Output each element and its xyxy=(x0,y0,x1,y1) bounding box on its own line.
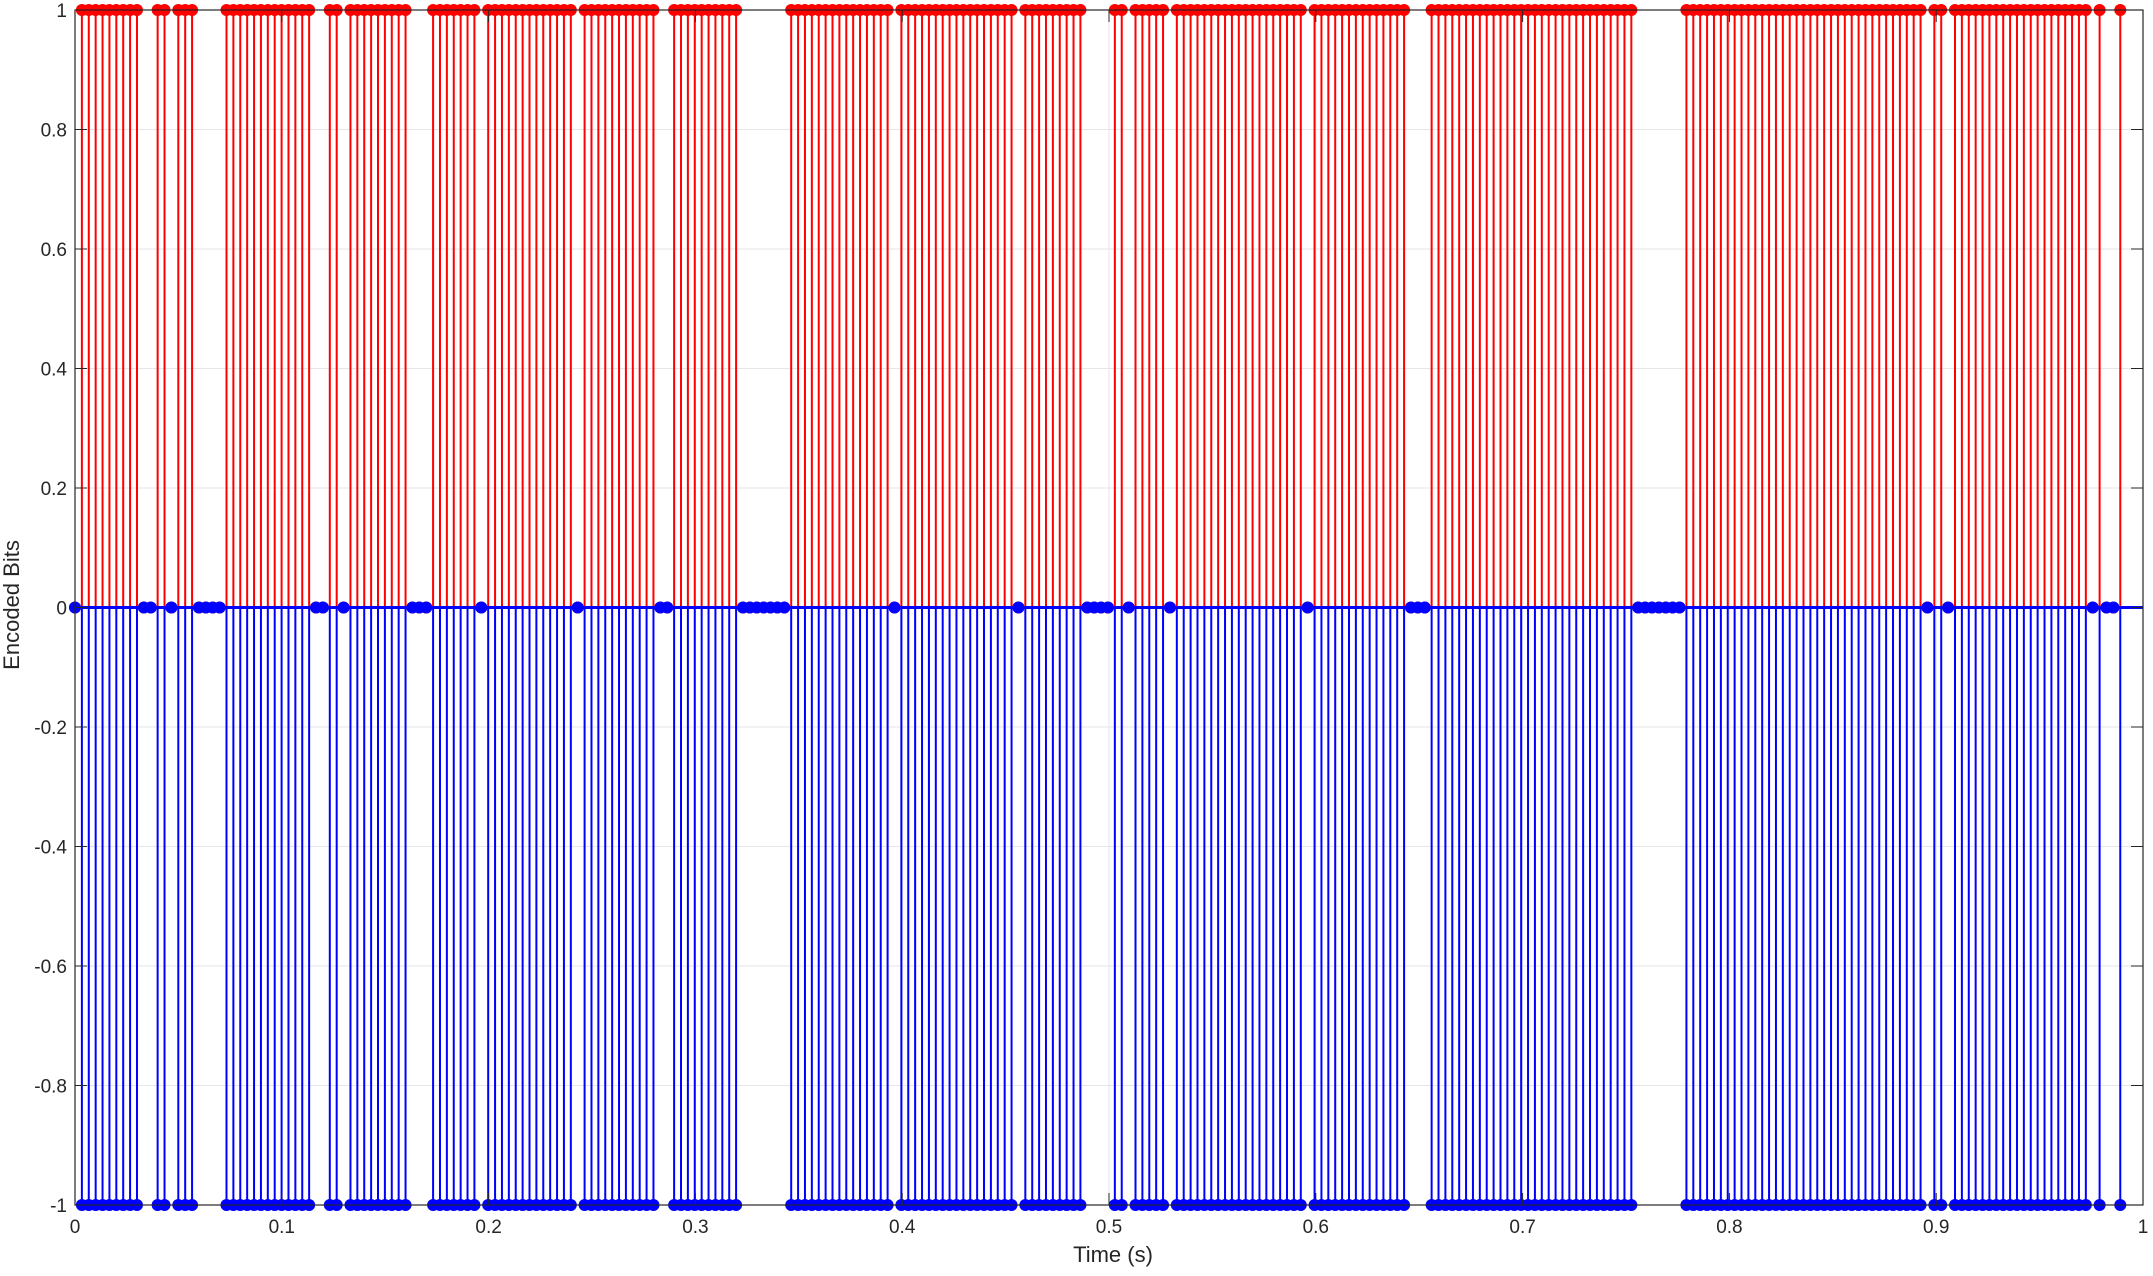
x-axis-label: Time (s) xyxy=(1073,1242,1153,1267)
y-axis-label: Encoded Bits xyxy=(0,540,24,670)
x-tick-label: 0.8 xyxy=(1716,1217,1742,1238)
y-tick-label: -1 xyxy=(50,1196,67,1217)
y-tick-label: 0 xyxy=(56,599,67,620)
x-tick-label: 0.2 xyxy=(475,1217,501,1238)
series-negative-stems xyxy=(69,601,2143,1211)
x-tick-label: 0.9 xyxy=(1923,1217,1949,1238)
y-tick-label: 0.2 xyxy=(41,479,67,500)
x-tick-label: 0.3 xyxy=(682,1217,708,1238)
y-tick-label: 1 xyxy=(56,1,67,22)
y-tick-label: -0.4 xyxy=(34,838,67,859)
y-tick-label: -0.6 xyxy=(34,957,67,978)
tick-labels: 0 0.1 0.2 0.3 0.4 0.5 0.6 0.7 0.8 0.9 1 -1 -0.8 -0.6 -… xyxy=(34,1,2148,1238)
x-tick-label: 0.7 xyxy=(1509,1217,1535,1238)
y-tick-label: 0.6 xyxy=(41,240,67,261)
y-tick-label: 0.4 xyxy=(41,360,68,381)
y-tick-label: -0.8 xyxy=(34,1077,67,1098)
x-tick-label: 0 xyxy=(70,1217,81,1238)
y-tick-label: -0.2 xyxy=(34,718,67,739)
x-tick-label: 0.1 xyxy=(269,1217,295,1238)
x-tick-label: 1 xyxy=(2138,1217,2149,1238)
y-tick-label: 0.8 xyxy=(41,121,67,142)
x-tick-label: 0.6 xyxy=(1303,1217,1329,1238)
x-tick-label: 0.5 xyxy=(1096,1217,1122,1238)
axes xyxy=(74,9,2144,1206)
x-tick-label: 0.4 xyxy=(889,1217,916,1238)
